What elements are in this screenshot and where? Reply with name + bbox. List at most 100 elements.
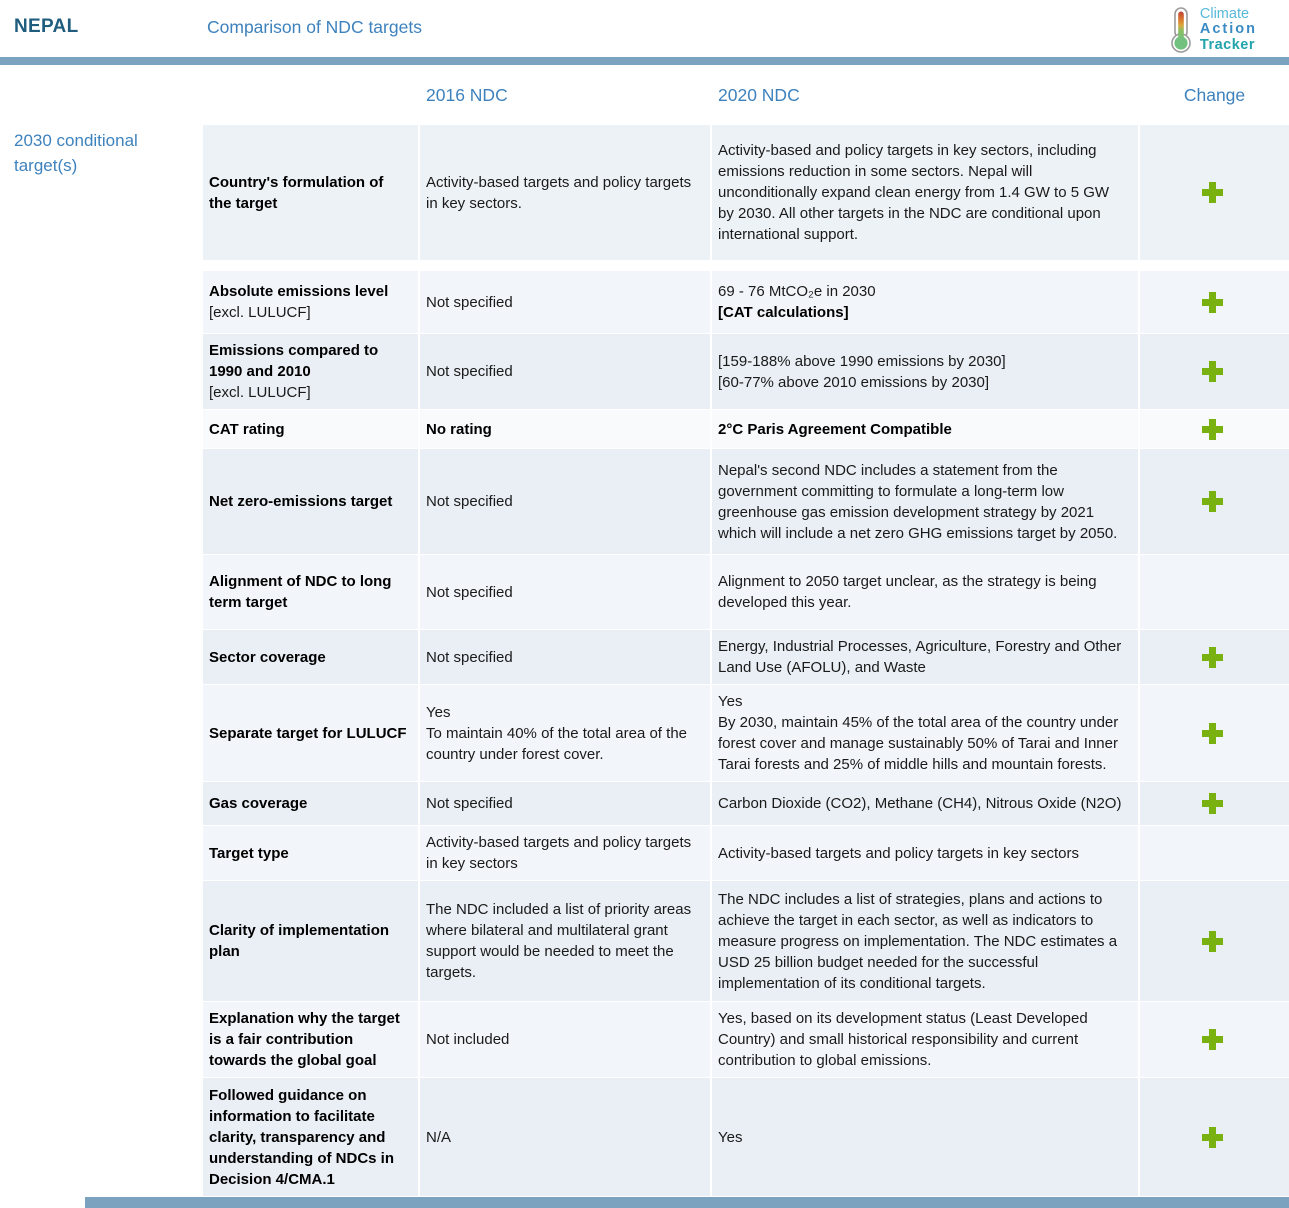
page-header: NEPAL Comparison of NDC targets Climate … (0, 0, 1289, 57)
row-label-cell: Country's formulation of the target (203, 125, 418, 260)
cell-2020: 69 - 76 MtCO₂e in 2030 [CAT calculations] (712, 271, 1138, 333)
cell-line: No rating (426, 420, 492, 438)
cell-2020: Nepal's second NDC includes a statement … (712, 449, 1138, 554)
row-label: Alignment of NDC to long term target (209, 573, 392, 611)
row-label: Gas coverage (209, 795, 308, 812)
table-row: Emissions compared to 1990 and 2010 [exc… (203, 334, 1289, 409)
footer-rule (85, 1197, 1289, 1208)
column-header-change: Change (1183, 84, 1246, 105)
cell-2020: [159-188% above 1990 emissions by 2030] [… (712, 334, 1138, 409)
cell-2020: Yes (712, 1078, 1138, 1196)
row-label-cell: Sector coverage (203, 630, 418, 684)
row-label: Country's formulation of the target (209, 173, 384, 212)
header-rule (0, 57, 1289, 65)
cell-2020: Energy, Industrial Processes, Agricultur… (712, 630, 1138, 684)
row-label: Net zero-emissions target (209, 493, 393, 510)
plus-icon (1202, 1029, 1223, 1050)
cell-2016: No rating (420, 410, 710, 448)
row-label-note: [excl. LULUCF] (209, 304, 311, 321)
table-row: Explanation why the target is a fair con… (203, 1002, 1289, 1077)
row-label-cell: Absolute emissions level [excl. LULUCF] (203, 271, 418, 333)
row-label-cell: Alignment of NDC to long term target (203, 555, 418, 629)
row-label: Clarity of implementation plan (209, 922, 390, 960)
column-header-2016: 2016 NDC (426, 84, 508, 105)
cell-2020: 2°C Paris Agreement Compatible (712, 410, 1138, 448)
cell-line: Alignment to 2050 target unclear, as the… (718, 573, 1097, 611)
plus-icon (1202, 1126, 1223, 1148)
cell-line: Not included (426, 1031, 510, 1048)
section-label: 2030 conditional target(s) (14, 131, 138, 175)
cell-2016: Activity-based targets and policy target… (420, 826, 710, 880)
cell-line: Yes (718, 1128, 743, 1146)
cell-line: Not specified (426, 493, 513, 510)
table-row: Clarity of implementation plan The NDC i… (203, 881, 1289, 1001)
plus-icon (1202, 291, 1223, 313)
cell-2016: N/A (420, 1078, 710, 1196)
cell-2016: Not specified (420, 555, 710, 629)
change-cell (1140, 630, 1289, 684)
row-label-note: [excl. LULUCF] (209, 384, 311, 401)
row-label-cell: Clarity of implementation plan (203, 881, 418, 1001)
change-cell (1140, 881, 1289, 1001)
row-label: Explanation why the target is a fair con… (209, 1010, 400, 1069)
cell-line: The NDC includes a list of strategies, p… (718, 890, 1118, 992)
cell-line: Yes (718, 693, 743, 710)
table-row: CAT rating No rating 2°C Paris Agreement… (203, 410, 1289, 448)
cell-line: [159-188% above 1990 emissions by 2030] (718, 352, 1006, 370)
row-label: Separate target for LULUCF (209, 724, 407, 742)
row-label: Emissions compared to 1990 and 2010 (209, 342, 379, 380)
plus-icon (1202, 418, 1223, 440)
page-title: Comparison of NDC targets (207, 17, 422, 37)
table-row: Net zero-emissions target Not specified … (203, 449, 1289, 554)
change-cell (1140, 1002, 1289, 1077)
cell-2016: Not specified (420, 782, 710, 825)
cell-line: Activity-based targets and policy target… (426, 173, 692, 212)
cell-line: Activity-based targets and policy target… (718, 844, 1079, 862)
cell-2020: Activity-based targets and policy target… (712, 826, 1138, 880)
cell-2016: Activity-based targets and policy target… (420, 125, 710, 260)
row-label: Absolute emissions level (209, 283, 389, 300)
thermometer-icon (1171, 7, 1191, 53)
comparison-table: Country's formulation of the target Acti… (203, 125, 1289, 1196)
cell-2020: Activity-based and policy targets in key… (712, 125, 1138, 260)
table-row: Target type Activity-based targets and p… (203, 826, 1289, 880)
table-row: Gas coverage Not specified Carbon Dioxid… (203, 782, 1289, 825)
table-row: Sector coverage Not specified Energy, In… (203, 630, 1289, 684)
logo-line-climate: Climate (1199, 6, 1250, 23)
change-cell (1140, 782, 1289, 825)
sidebar: 2030 conditional target(s) (0, 125, 203, 178)
row-label: Sector coverage (209, 648, 326, 666)
cell-line: Energy, Industrial Processes, Agricultur… (718, 638, 1122, 676)
row-label: CAT rating (209, 420, 285, 438)
cell-line: The NDC included a list of priority area… (426, 901, 692, 981)
row-label-cell: Net zero-emissions target (203, 449, 418, 554)
cell-line: Activity-based and policy targets in key… (718, 142, 1110, 243)
change-cell (1140, 125, 1289, 260)
cell-2020: Yes By 2030, maintain 45% of the total ar… (712, 685, 1138, 781)
logo-line-tracker: Tracker (1199, 36, 1255, 53)
cell-line: [CAT calculations] (718, 304, 849, 321)
row-label-cell: Gas coverage (203, 782, 418, 825)
row-label-cell: Target type (203, 826, 418, 880)
change-cell (1140, 410, 1289, 448)
cell-2020: Yes, based on its development status (Le… (712, 1002, 1138, 1077)
table-row: Separate target for LULUCF Yes To maintai… (203, 685, 1289, 781)
column-headers: 2016 NDC 2020 NDC Change (203, 65, 1289, 125)
plus-icon (1202, 930, 1223, 952)
cell-2016: Not specified (420, 630, 710, 684)
change-cell (1140, 685, 1289, 781)
change-cell (1140, 334, 1289, 409)
cell-line: Activity-based targets and policy target… (426, 834, 692, 872)
cat-logo-text: Climate Action Tracker (1199, 6, 1257, 53)
cell-line: 2°C Paris Agreement Compatible (718, 420, 952, 438)
cell-line: Carbon Dioxide (CO2), Methane (CH4), Nit… (718, 795, 1122, 812)
plus-icon (1202, 646, 1223, 668)
cell-line: Not specified (426, 648, 513, 666)
cell-line: Yes, based on its development status (Le… (718, 1010, 1088, 1069)
change-cell (1140, 826, 1289, 880)
cell-2016: Not specified (420, 271, 710, 333)
cell-2016: The NDC included a list of priority area… (420, 881, 710, 1001)
cell-2016: Not specified (420, 334, 710, 409)
cell-line: Yes (426, 703, 451, 721)
change-cell (1140, 449, 1289, 554)
